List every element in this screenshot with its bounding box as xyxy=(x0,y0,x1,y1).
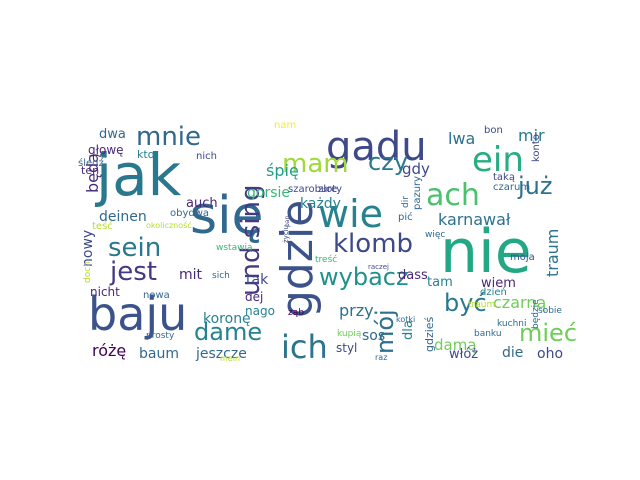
word-szarobure: szarobure xyxy=(288,184,337,195)
word-doch: doch xyxy=(83,261,93,283)
word-raczej: raczej xyxy=(368,263,389,271)
word-mein: mein xyxy=(220,354,240,363)
word-dzien: dzień xyxy=(480,286,507,298)
word-okolicznosc: okoliczność xyxy=(146,220,192,230)
word-dir: dir xyxy=(401,196,411,208)
word-nicht: nicht xyxy=(90,285,120,299)
word-sos: sos xyxy=(362,328,385,344)
word-nowy: nowy xyxy=(80,230,96,267)
word-gorsie: gorsie xyxy=(247,185,290,201)
word-ten: ten xyxy=(81,164,99,177)
word-nago: nago xyxy=(245,304,275,318)
word-ach: ach xyxy=(426,178,480,213)
word-gdzies: gdzieś xyxy=(423,316,436,352)
word-mir: mir xyxy=(518,126,545,145)
word-taka: taką xyxy=(493,172,515,183)
word-roze: różę xyxy=(92,341,126,360)
word-tak: tak xyxy=(246,272,269,288)
word-sich: sich xyxy=(212,271,230,281)
word-lwa: lwa xyxy=(448,129,475,148)
word-mnie: mnie xyxy=(136,122,201,152)
word-bon: bon xyxy=(484,125,503,136)
word-dwa: dwa xyxy=(99,127,126,142)
word-sein: sein xyxy=(108,233,161,263)
word-g-owe: głowę xyxy=(88,143,124,157)
word-traum: traum xyxy=(468,300,495,310)
word-baum: baum xyxy=(139,346,179,362)
word-karnawa-: karnawał xyxy=(438,210,511,229)
word-kupia: kupią xyxy=(337,329,362,339)
word-oho: oho xyxy=(537,346,563,362)
word-wiec: więc xyxy=(425,230,445,240)
word-nich: nich xyxy=(196,151,217,162)
word-beda: będą xyxy=(83,153,102,193)
word-czarum: czarum xyxy=(493,182,530,193)
word-byc: być xyxy=(444,289,487,317)
word-sledz: śledź xyxy=(78,157,104,169)
word-mit: mit xyxy=(179,267,203,283)
word-jest: jest xyxy=(109,257,157,287)
word-dla: dla xyxy=(401,320,416,340)
word-zab: ząb xyxy=(288,308,304,318)
word-obydwa: obydwa xyxy=(170,208,209,219)
word-gdzie: gdzie xyxy=(272,200,323,318)
word-tesc: teść xyxy=(92,220,113,232)
word-wybacz: wybacz xyxy=(319,263,409,291)
word-dama: damą xyxy=(434,336,477,354)
word-traum: traum xyxy=(543,229,562,277)
word-die: die xyxy=(502,345,523,361)
word-baju: baju xyxy=(88,287,187,341)
word-tam: tam xyxy=(427,275,453,290)
word-nie: nie xyxy=(440,217,532,287)
word-kto: kto xyxy=(137,148,155,161)
word-nam: nam xyxy=(274,120,296,131)
word-kotki: kotki xyxy=(396,315,415,324)
word-gadu: gadu xyxy=(326,124,427,170)
word-deinen: deinen xyxy=(99,209,147,225)
word-raz: raz xyxy=(375,353,387,362)
word-styl: styl xyxy=(336,341,357,355)
word-moj: mój xyxy=(371,309,399,354)
word-czarna: czarną xyxy=(493,293,546,312)
word-klomb: klomb xyxy=(333,229,413,259)
word-kuchni: kuchni xyxy=(497,319,527,329)
word-wstawia: wstawią xyxy=(216,243,253,253)
word-tresc: treść xyxy=(315,254,337,265)
word-w-oz: włóż xyxy=(449,347,478,362)
word-wiem: wiem xyxy=(481,276,516,291)
word-pic: pić xyxy=(398,211,413,223)
word-zyciu: życiu xyxy=(282,225,290,243)
word-sie: się xyxy=(190,186,264,246)
word-ich: ich xyxy=(281,328,328,366)
word-dass: dass xyxy=(398,268,428,283)
word-kazdy: każdy xyxy=(300,196,341,212)
word-gdy: gdy xyxy=(402,160,430,178)
word-und-sing: und sing xyxy=(236,185,266,296)
word-sobie: sobie xyxy=(538,306,562,316)
word-prosty: prosty xyxy=(146,331,175,341)
word-bedzie: będzie xyxy=(531,299,541,329)
word-auch: auch xyxy=(186,196,218,211)
word-z-oty: złoty xyxy=(318,184,342,195)
word-czy: czy xyxy=(368,148,408,176)
word-pazury: pazury xyxy=(412,176,423,210)
word-korone: koronę xyxy=(203,311,251,327)
word-banku: banku xyxy=(474,329,502,339)
word-moja: moja xyxy=(510,252,535,263)
word-ein: ein xyxy=(472,140,524,180)
word-miec: mieć xyxy=(519,319,577,347)
word-przy: przy xyxy=(339,301,374,320)
word-mam: mam xyxy=(282,149,349,179)
word-wie: wie xyxy=(318,192,383,236)
word-jeszcze: jeszcze xyxy=(195,346,247,362)
word-pan: pan xyxy=(284,216,291,227)
word-nowa: nowa xyxy=(143,290,170,301)
word-konto: konto xyxy=(531,134,542,162)
word-juz: już xyxy=(517,172,552,200)
word-dame: dame xyxy=(194,318,262,346)
word-jak: jak xyxy=(94,141,182,209)
word-spie: śpię xyxy=(266,161,299,180)
word-dej: dej xyxy=(245,290,263,304)
